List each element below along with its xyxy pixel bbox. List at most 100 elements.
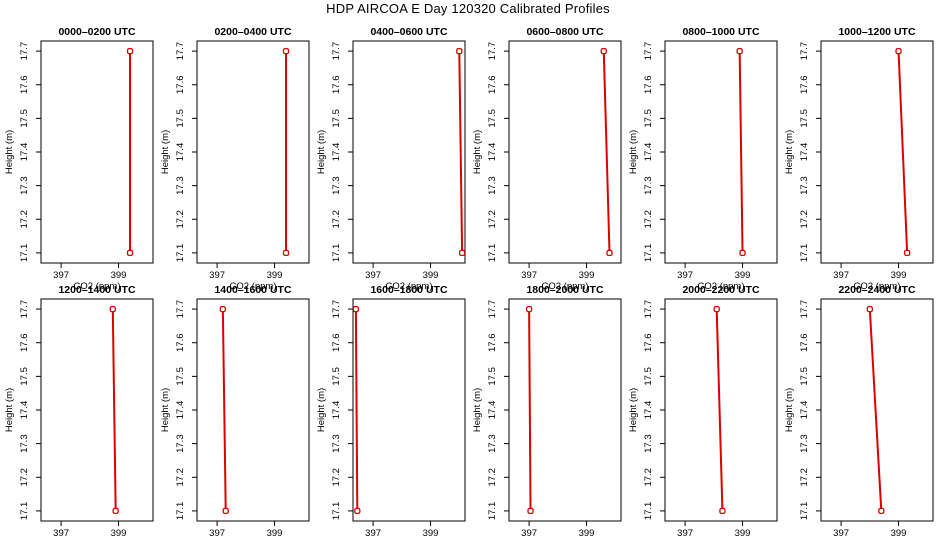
y-tick-label: 17.2 (487, 210, 498, 229)
y-tick-label: 17.4 (175, 143, 186, 162)
y-tick-label: 17.7 (487, 300, 498, 319)
data-point (527, 507, 534, 515)
profile-line (528, 309, 532, 511)
y-tick-label: 17.6 (19, 75, 30, 94)
x-tick-label: 397 (209, 270, 225, 281)
x-tick-label: 397 (521, 270, 537, 281)
page-title: HDP AIRCOA E Day 120320 Calibrated Profi… (326, 1, 610, 16)
panel-title: 1400–1600 UTC (214, 284, 291, 296)
plot-frame (664, 40, 778, 264)
panel-title: 2200–2400 UTC (838, 284, 915, 296)
profile-line (602, 51, 611, 253)
y-tick-label: 17.3 (175, 434, 186, 453)
y-tick-label: 17.4 (331, 401, 342, 420)
y-axis-label: Height (m) (784, 130, 795, 174)
data-point (866, 305, 873, 313)
x-tick-label: 399 (735, 270, 751, 281)
y-tick-label: 17.3 (487, 434, 498, 453)
data-point (352, 305, 360, 313)
y-tick-label: 17.6 (799, 333, 810, 352)
y-tick-label: 17.1 (643, 244, 654, 263)
y-tick-label: 17.7 (331, 42, 342, 61)
y-tick-label: 17.6 (175, 75, 186, 94)
plot-frame (352, 40, 466, 264)
plot-frame (508, 298, 622, 522)
data-point (606, 249, 613, 257)
profile-panel: 0800–1000 UTC 397 399 17.1 17.2 17.3 17.4 17.5 1… (628, 26, 778, 292)
y-tick-label: 17.7 (19, 42, 30, 61)
plot-frame (40, 40, 154, 264)
x-tick-label: 399 (423, 528, 439, 539)
y-tick-label: 17.1 (331, 244, 342, 263)
x-tick-label: 399 (111, 528, 127, 539)
y-axis-label: Height (m) (628, 388, 639, 432)
y-tick-label: 17.1 (175, 502, 186, 520)
y-tick-label: 17.5 (175, 367, 186, 386)
profile-panel: 0200–0400 UTC 397 399 17.1 17.2 17.3 17.4 17.5 1… (160, 26, 310, 292)
profile-line (715, 309, 724, 511)
profile-panel: 1400–1600 UTC 397 399 17.1 17.2 17.3 17.4 17.5 1… (160, 284, 310, 540)
x-tick-label: 397 (677, 528, 693, 539)
profile-panel: 2000–2200 UTC 397 399 17.1 17.2 17.3 17.4 17.5 1… (628, 284, 778, 540)
y-axis-label: Height (m) (4, 388, 15, 432)
y-tick-label: 17.5 (19, 367, 30, 386)
y-tick-label: 17.4 (19, 401, 30, 420)
x-tick-label: 397 (53, 528, 69, 539)
data-point (126, 47, 134, 55)
data-point (895, 47, 902, 55)
y-tick-label: 17.3 (643, 434, 654, 453)
y-tick-label: 17.4 (175, 401, 186, 420)
profile-panel: 0600–0800 UTC 397 399 17.1 17.2 17.3 17.4 17.5 1… (472, 26, 622, 292)
y-tick-label: 17.3 (19, 434, 30, 453)
profile-line (868, 309, 883, 511)
y-axis-label: Height (m) (4, 130, 15, 174)
y-axis-label: Height (m) (472, 130, 483, 174)
y-tick-label: 17.2 (175, 210, 186, 229)
y-tick-label: 17.5 (643, 367, 654, 386)
panel-title: 1000–1200 UTC (838, 26, 915, 38)
x-axis-label: CO2 (ppm) (74, 281, 121, 292)
y-tick-label: 17.1 (799, 502, 810, 520)
x-axis-label: CO2 (ppm) (386, 281, 433, 292)
y-tick-label: 17.3 (643, 176, 654, 195)
y-tick-label: 17.7 (175, 300, 186, 319)
x-tick-label: 399 (891, 270, 907, 281)
data-point (904, 249, 911, 257)
y-tick-label: 17.3 (799, 434, 810, 453)
y-tick-label: 17.4 (487, 143, 498, 162)
y-tick-label: 17.5 (19, 109, 30, 128)
y-tick-label: 17.6 (487, 75, 498, 94)
y-tick-label: 17.4 (643, 143, 654, 162)
data-point (600, 47, 607, 55)
y-tick-label: 17.5 (487, 367, 498, 386)
profile-line (738, 51, 744, 253)
x-tick-label: 399 (579, 270, 595, 281)
profile-line (111, 309, 117, 511)
y-tick-label: 17.3 (331, 176, 342, 195)
y-tick-label: 17.1 (799, 244, 810, 263)
y-tick-label: 17.5 (799, 109, 810, 128)
y-tick-label: 17.5 (487, 109, 498, 128)
x-axis-label: CO2 (ppm) (854, 281, 901, 292)
y-axis-label: Height (m) (628, 130, 639, 174)
y-tick-label: 17.6 (331, 333, 342, 352)
x-tick-label: 397 (833, 270, 849, 281)
y-tick-label: 17.5 (799, 367, 810, 386)
x-tick-label: 399 (735, 528, 751, 539)
y-axis-label: Height (m) (160, 130, 171, 174)
y-axis-label: Height (m) (784, 388, 795, 432)
y-tick-label: 17.1 (487, 502, 498, 520)
y-tick-label: 17.7 (331, 300, 342, 319)
x-axis-label: CO2 (ppm) (230, 281, 277, 292)
data-point (458, 249, 466, 257)
data-point (525, 305, 533, 313)
y-tick-label: 17.5 (175, 109, 186, 128)
panel-title: 1200–1400 UTC (58, 284, 135, 296)
data-point (713, 305, 720, 313)
profile-panel: 2200–2400 UTC 397 399 17.1 17.2 17.3 17.4 17.5 1… (784, 284, 934, 540)
profile-panel: 1800–2000 UTC 397 399 17.1 17.2 17.3 17.4 17.5 1… (472, 284, 622, 540)
data-point (719, 507, 726, 515)
data-point (878, 507, 885, 515)
x-tick-label: 399 (891, 528, 907, 539)
y-tick-label: 17.5 (331, 109, 342, 128)
